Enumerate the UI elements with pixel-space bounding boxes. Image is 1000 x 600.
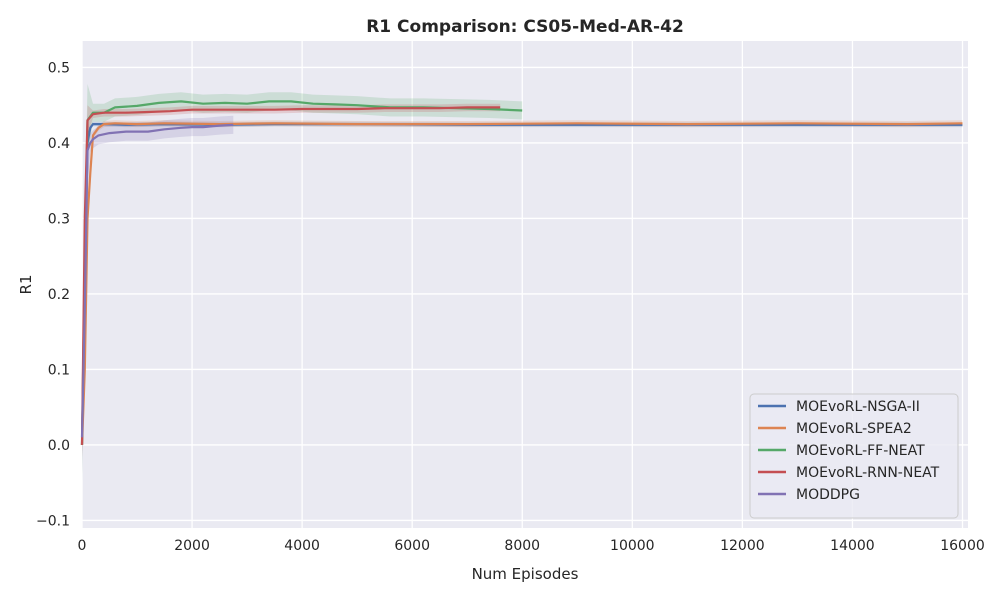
- legend-label: MOEvoRL-RNN-NEAT: [796, 465, 940, 481]
- legend-label: MOEvoRL-FF-NEAT: [796, 443, 925, 459]
- x-tick-label: 0: [78, 538, 87, 554]
- x-tick-label: 14000: [830, 538, 875, 554]
- series-line-1: [80, 122, 963, 445]
- legend-label: MOEvoRL-NSGA-II: [796, 399, 920, 415]
- y-tick-label: 0.4: [48, 136, 70, 152]
- legend-label: MOEvoRL-SPEA2: [796, 421, 912, 437]
- x-tick-label: 10000: [610, 538, 655, 554]
- legend-box: [749, 393, 959, 519]
- x-tick-label: 4000: [284, 538, 320, 554]
- y-axis-label: R1: [17, 275, 35, 295]
- series-lines: [80, 100, 963, 445]
- y-tick-label: −0.1: [36, 513, 70, 529]
- legend-label: MODDPG: [796, 487, 860, 503]
- chart-title: R1 Comparison: CS05-Med-AR-42: [366, 17, 684, 37]
- y-tick-label: 0.1: [48, 362, 70, 378]
- x-tick-label: 8000: [504, 538, 540, 554]
- y-tick-label: 0.3: [48, 211, 70, 227]
- x-axis-label: Num Episodes: [472, 565, 579, 583]
- tick-labels: 0 2000 4000 6000 8000 10000 12000 14000 16000 −0.…: [36, 60, 985, 554]
- x-tick-label: 6000: [394, 538, 430, 554]
- series-line-4: [80, 123, 234, 438]
- x-tick-label: 2000: [174, 538, 210, 554]
- y-tick-label: 0.5: [48, 60, 70, 76]
- series-line-3: [80, 106, 501, 445]
- y-tick-label: 0.0: [48, 438, 70, 454]
- x-tick-label: 12000: [720, 538, 765, 554]
- y-tick-label: 0.2: [48, 287, 70, 303]
- x-tick-label: 16000: [940, 538, 985, 554]
- legend: MOEvoRL-NSGA-II MOEvoRL-SPEA2 MOEvoRL-FF-N…: [749, 393, 959, 519]
